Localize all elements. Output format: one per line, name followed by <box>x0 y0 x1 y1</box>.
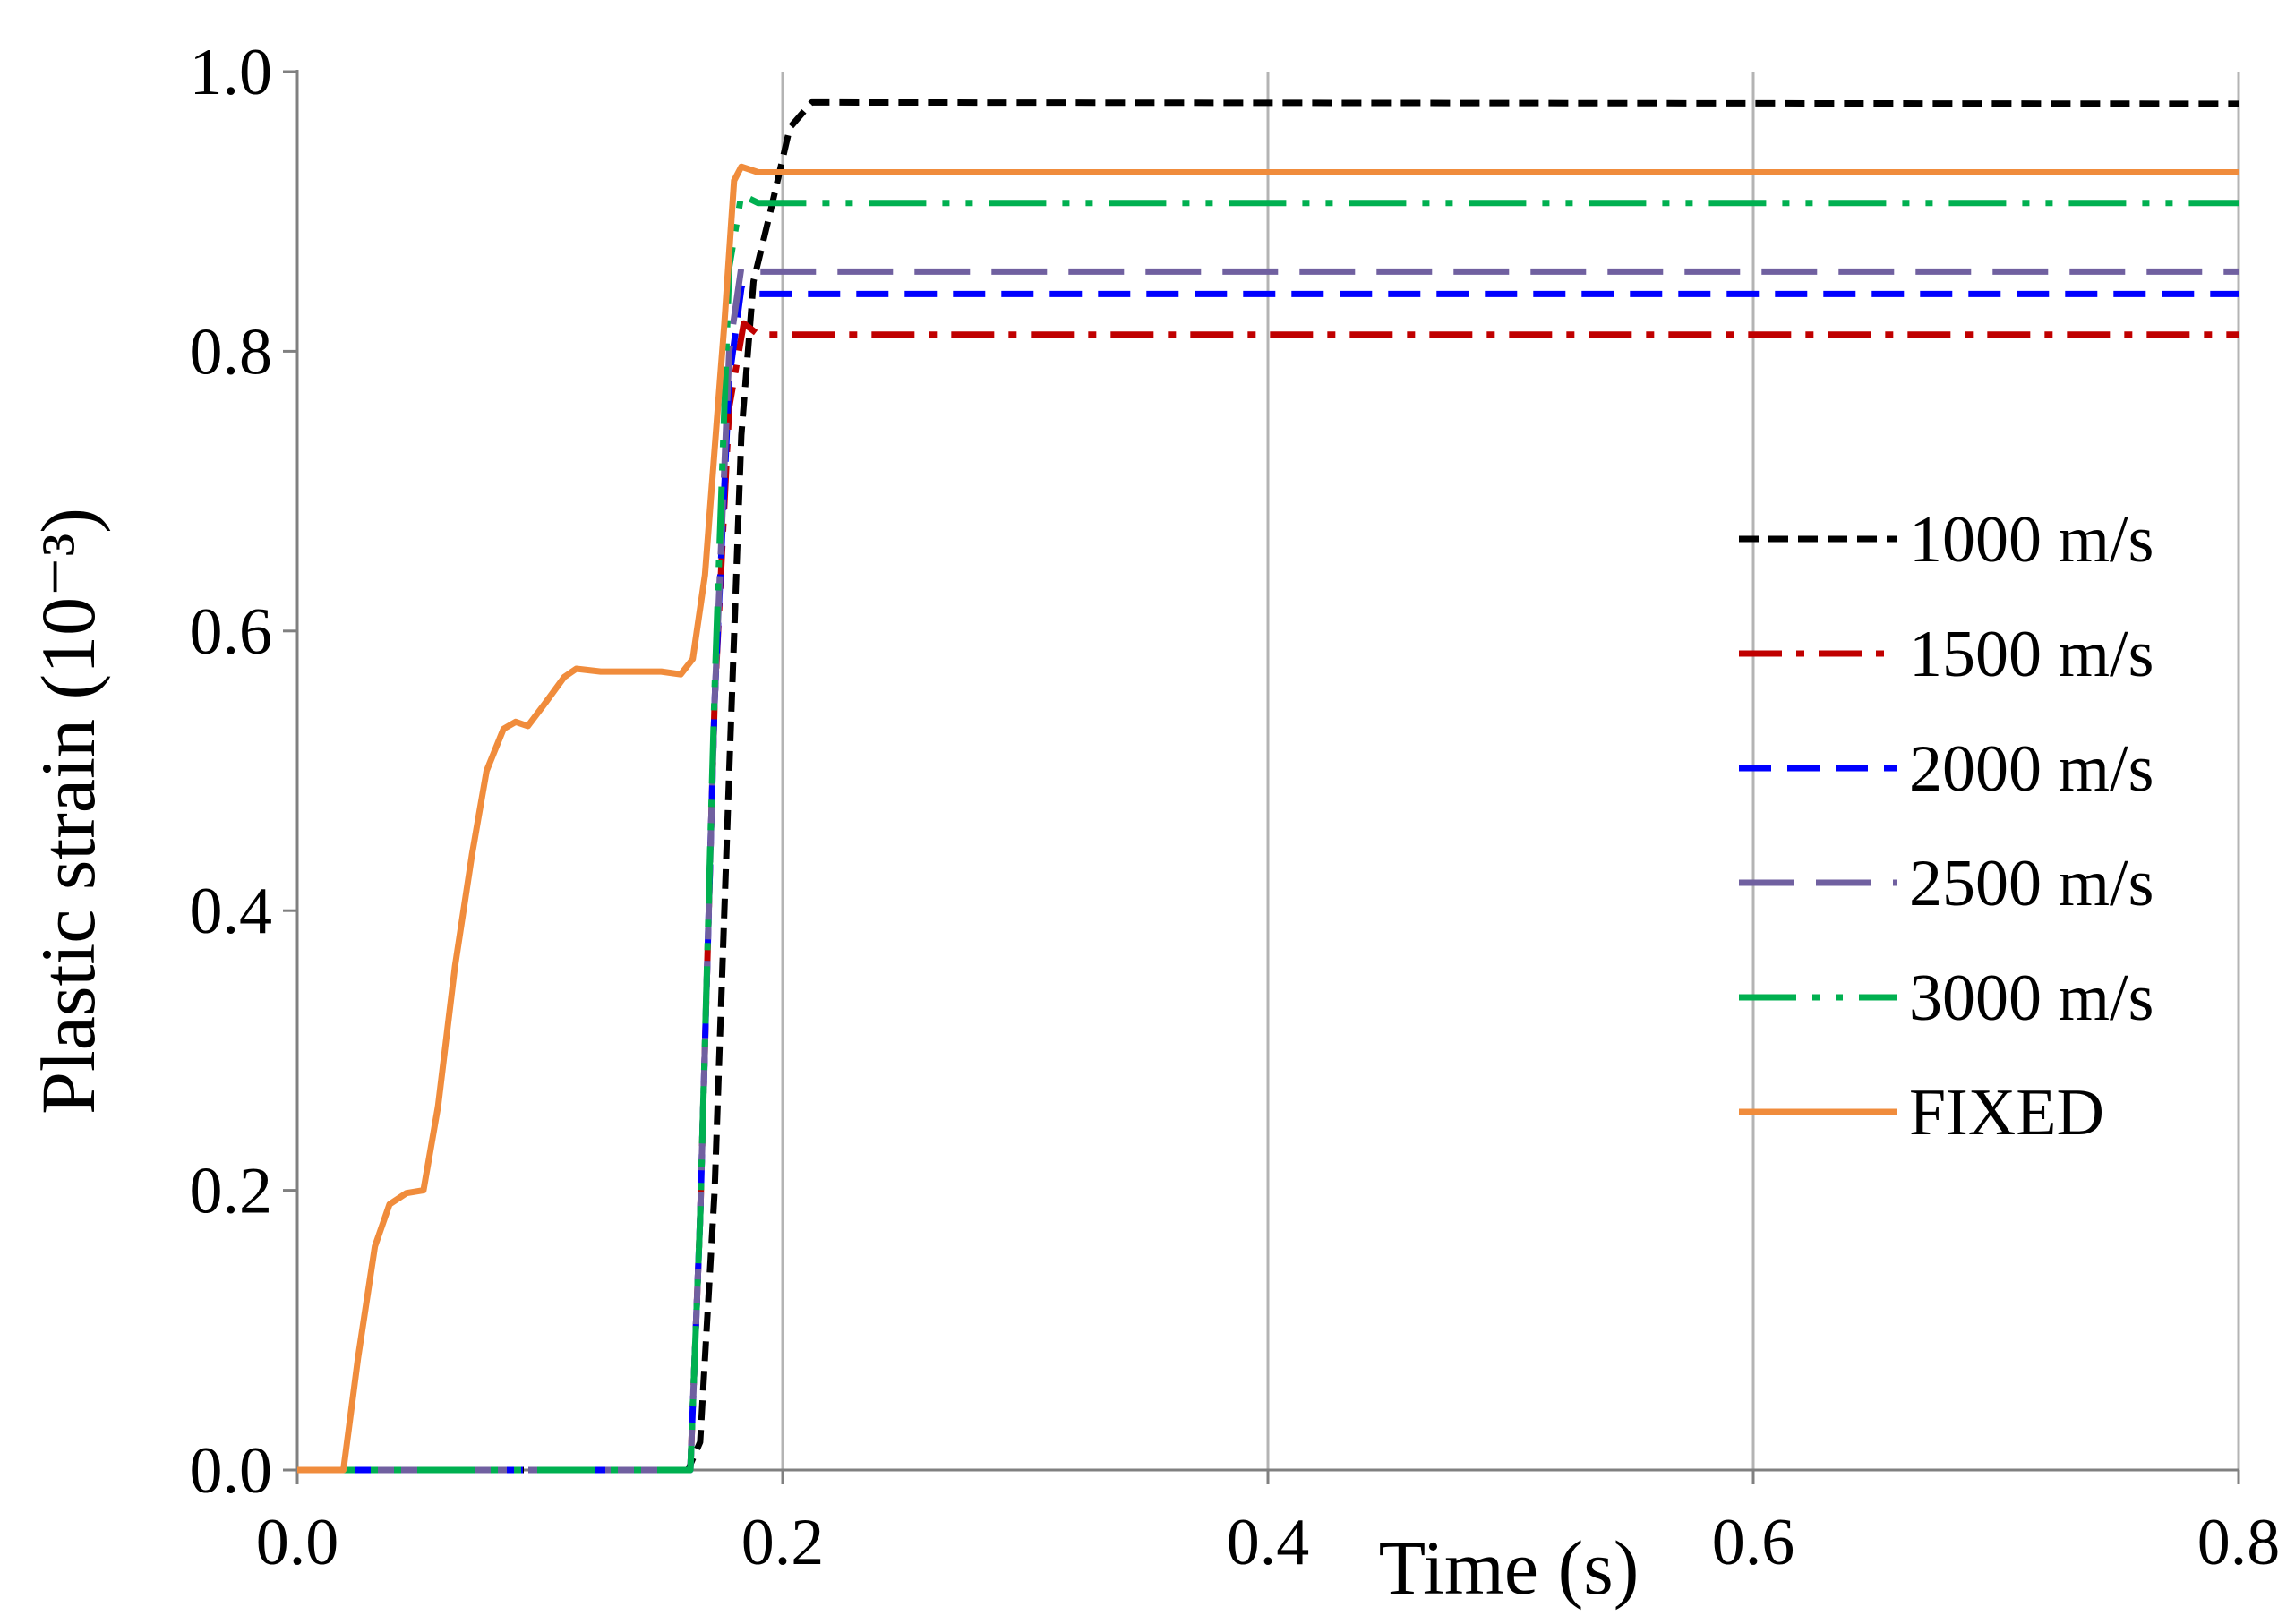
legend-label-3000-m-s: 3000 m/s <box>1909 962 2154 1035</box>
x-tick-label-3: 0.6 <box>1712 1506 1795 1579</box>
x-tick-label-4: 0.8 <box>2197 1506 2281 1579</box>
x-tick-label-1: 0.2 <box>741 1506 825 1579</box>
legend-label-1000-m-s: 1000 m/s <box>1909 503 2154 577</box>
axes-layer: 0.0 0.2 0.4 0.6 0.8 1.0 0.0 0.2 0.4 0.6 0.8 <box>190 36 2281 1579</box>
legend-label-fixed: FIXED <box>1909 1076 2104 1150</box>
legend-label-2000-m-s: 2000 m/s <box>1909 732 2154 806</box>
y-axis-title: Plastic strain (10⁻³) <box>25 508 111 1115</box>
y-tick-label-3: 0.6 <box>190 595 273 669</box>
series-line-3000-m-s <box>297 192 2239 1474</box>
y-tick-label-4: 0.8 <box>190 315 273 389</box>
legend-label-2500-m-s: 2500 m/s <box>1909 847 2154 920</box>
y-tick-label-2: 0.4 <box>190 875 273 948</box>
series-line-fixed <box>297 163 2239 1474</box>
x-tick-label-2: 0.4 <box>1227 1506 1310 1579</box>
legend: 1000 m/s 1500 m/s 2000 m/s 2500 m/s 3000 m/s… <box>1739 503 2154 1150</box>
y-tick-label-0: 0.0 <box>190 1434 273 1508</box>
series-layer <box>297 98 2239 1474</box>
x-tick-label-0: 0.0 <box>256 1506 339 1579</box>
legend-label-1500-m-s: 1500 m/s <box>1909 618 2154 691</box>
x-axis-title: Time (s) <box>1379 1525 1640 1611</box>
y-tick-label-1: 0.2 <box>190 1155 273 1228</box>
series-line-1000-m-s <box>297 98 2239 1474</box>
y-tick-label-5: 1.0 <box>190 36 273 109</box>
